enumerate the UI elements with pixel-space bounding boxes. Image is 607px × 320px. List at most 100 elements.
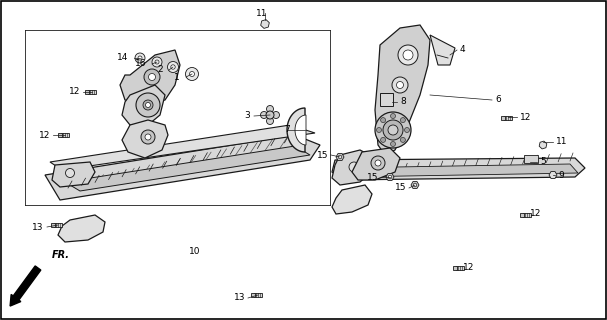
Text: 15: 15 [395,183,406,193]
Circle shape [260,111,268,118]
Circle shape [349,162,359,172]
Circle shape [398,45,418,65]
FancyBboxPatch shape [58,133,61,137]
Circle shape [149,74,155,81]
Polygon shape [260,20,270,28]
FancyArrow shape [10,266,41,306]
Polygon shape [352,148,400,180]
Circle shape [143,100,153,110]
Polygon shape [122,85,165,125]
Text: 15: 15 [367,172,378,181]
Circle shape [383,120,403,140]
Text: 15: 15 [316,150,328,159]
Circle shape [168,61,178,73]
Polygon shape [549,172,557,179]
Circle shape [401,118,405,123]
FancyBboxPatch shape [456,266,464,270]
Circle shape [404,127,410,132]
Polygon shape [338,164,578,177]
FancyBboxPatch shape [523,213,531,217]
Circle shape [396,82,404,89]
Text: 9: 9 [558,171,564,180]
Text: 1: 1 [174,73,180,82]
Text: 3: 3 [244,111,250,121]
Text: 10: 10 [189,247,201,257]
FancyBboxPatch shape [51,223,55,227]
Polygon shape [430,35,455,65]
Circle shape [381,137,385,142]
Polygon shape [332,158,585,180]
Circle shape [390,141,396,147]
Circle shape [381,118,385,123]
Text: 12: 12 [463,263,475,273]
Circle shape [189,71,194,76]
Text: 4: 4 [460,45,466,54]
Polygon shape [336,154,344,160]
Text: 12: 12 [39,131,50,140]
Text: 14: 14 [117,53,128,62]
Polygon shape [332,150,375,185]
Polygon shape [411,181,419,188]
FancyBboxPatch shape [504,116,512,120]
Polygon shape [386,173,394,180]
Polygon shape [45,135,320,200]
Circle shape [375,160,381,166]
Circle shape [155,60,159,64]
Circle shape [390,114,396,118]
Text: 2: 2 [157,66,163,75]
Text: 12: 12 [530,209,541,218]
Text: 13: 13 [32,222,43,231]
Text: FR.: FR. [52,250,70,260]
Text: 12: 12 [69,87,80,97]
FancyBboxPatch shape [254,293,262,297]
Circle shape [413,183,417,187]
Polygon shape [50,125,315,170]
Polygon shape [375,25,430,155]
Text: 13: 13 [234,293,245,302]
Text: 6: 6 [495,95,501,105]
Circle shape [376,127,382,132]
Polygon shape [332,185,372,214]
Polygon shape [287,108,305,152]
Circle shape [141,130,155,144]
Circle shape [266,117,274,124]
Circle shape [135,53,145,63]
FancyBboxPatch shape [379,92,393,106]
Polygon shape [52,162,95,187]
FancyBboxPatch shape [501,116,504,120]
FancyBboxPatch shape [453,266,456,270]
Circle shape [403,50,413,60]
Circle shape [392,77,408,93]
FancyBboxPatch shape [524,155,538,163]
Circle shape [136,93,160,117]
Polygon shape [539,141,547,149]
Circle shape [171,65,175,69]
Text: 12: 12 [520,113,531,122]
Circle shape [338,155,342,159]
FancyBboxPatch shape [520,213,523,217]
Polygon shape [58,215,105,242]
Circle shape [401,137,405,142]
Circle shape [138,56,142,60]
FancyBboxPatch shape [88,90,96,94]
Circle shape [145,134,151,140]
Circle shape [375,112,411,148]
Circle shape [66,169,75,178]
Text: 11: 11 [556,138,568,147]
Polygon shape [122,120,168,158]
Text: 16: 16 [135,60,146,68]
Polygon shape [65,146,310,191]
Circle shape [388,175,392,179]
FancyBboxPatch shape [54,223,62,227]
Polygon shape [295,115,306,145]
Circle shape [371,156,385,170]
Text: 8: 8 [400,98,405,107]
Polygon shape [120,50,180,105]
Circle shape [144,69,160,85]
Circle shape [273,111,279,118]
FancyBboxPatch shape [61,133,69,137]
Text: 7: 7 [284,125,290,134]
FancyBboxPatch shape [251,293,254,297]
Circle shape [266,111,274,119]
Circle shape [266,106,274,113]
